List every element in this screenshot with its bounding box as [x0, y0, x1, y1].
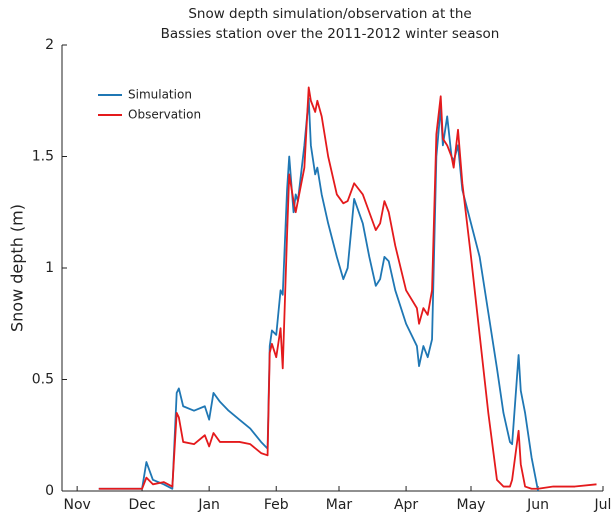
y-tick-label: 0 — [45, 483, 54, 499]
legend-label: Simulation — [128, 88, 192, 102]
legend-box — [89, 81, 206, 129]
y-tick-label: 1 — [45, 260, 54, 276]
x-tick-label: Jan — [197, 497, 220, 513]
x-tick-label: Jul — [594, 497, 612, 513]
y-axis-label: Snow depth (m) — [8, 204, 27, 332]
series-line — [98, 97, 539, 492]
chart-title: Bassies station over the 2011-2012 winte… — [161, 26, 500, 42]
chart-title: Snow depth simulation/observation at the — [188, 6, 471, 22]
y-tick-label: 1.5 — [32, 149, 54, 165]
x-tick-label: Dec — [129, 497, 156, 513]
x-tick-label: Mar — [326, 497, 353, 513]
y-tick-label: 0.5 — [32, 372, 54, 388]
legend-label: Observation — [128, 108, 201, 122]
x-tick-label: Nov — [63, 497, 90, 513]
y-tick-label: 2 — [45, 37, 54, 53]
x-tick-label: Feb — [264, 497, 289, 513]
x-tick-label: Apr — [394, 497, 418, 513]
series-line — [98, 86, 597, 490]
x-tick-label: May — [457, 497, 486, 513]
x-tick-label: Jun — [526, 497, 549, 513]
